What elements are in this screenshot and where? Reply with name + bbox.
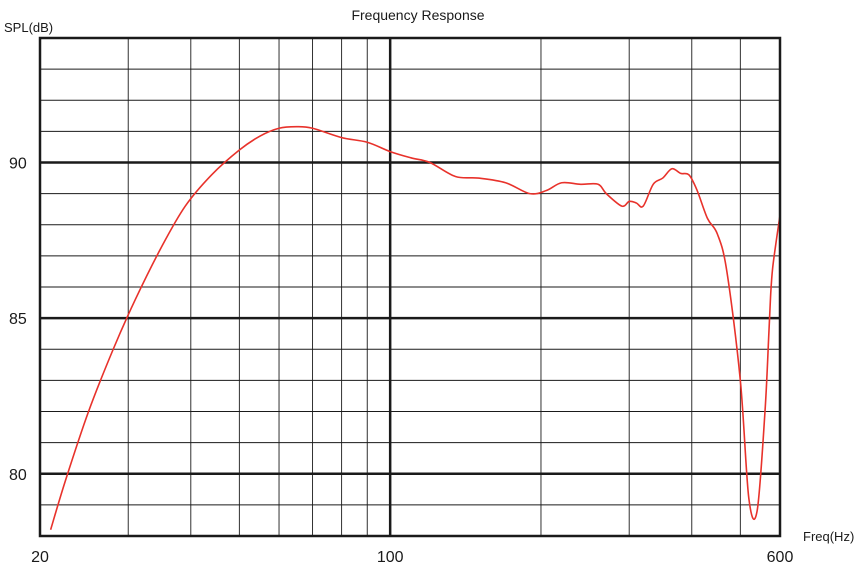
y-tick-label: 85	[9, 311, 27, 328]
x-tick-label: 20	[31, 549, 49, 566]
y-tick-label: 80	[9, 467, 27, 484]
frequency-response-line	[49, 125, 780, 531]
tick-labels: 20 100 600 80 85 90	[9, 156, 793, 567]
x-tick-label: 100	[377, 549, 404, 566]
x-tick-label: 600	[767, 549, 794, 566]
series-layer	[49, 125, 780, 531]
chart-title: Frequency Response	[351, 7, 484, 23]
y-tick-label: 90	[9, 156, 27, 173]
x-axis-label: Freq(Hz)	[803, 529, 854, 544]
grid	[40, 38, 780, 536]
y-axis-label: SPL(dB)	[4, 20, 53, 35]
plot-frame	[38, 36, 782, 538]
